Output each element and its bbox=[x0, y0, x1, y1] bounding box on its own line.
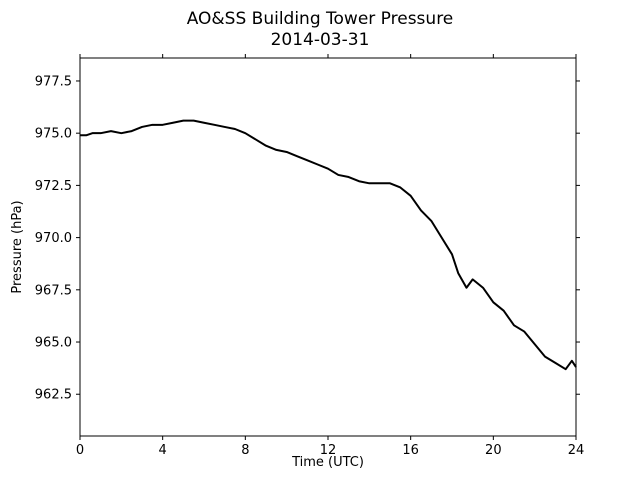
chart-subtitle: 2014-03-31 bbox=[271, 30, 370, 50]
plot-frame bbox=[79, 57, 577, 437]
pressure-series-line bbox=[80, 119, 577, 371]
x-axis-ticks: 0 4 8 12 16 20 24 bbox=[76, 54, 584, 458]
y-tick-label: 977.5 bbox=[35, 74, 72, 89]
y-tick-label: 967.5 bbox=[35, 283, 72, 298]
x-tick-label: 20 bbox=[485, 443, 502, 458]
y-tick-label: 975.0 bbox=[35, 127, 72, 142]
x-tick-label: 4 bbox=[159, 443, 167, 458]
y-tick-label: 965.0 bbox=[35, 336, 72, 351]
x-tick-label: 12 bbox=[320, 443, 337, 458]
y-tick-label: 970.0 bbox=[35, 231, 72, 246]
y-axis-ticks: 962.5 965.0 967.5 970.0 972.5 975.0 977.5 bbox=[35, 74, 580, 403]
y-axis-label: Pressure (hPa) bbox=[10, 200, 25, 293]
x-tick-label: 16 bbox=[402, 443, 419, 458]
x-tick-label: 24 bbox=[568, 443, 585, 458]
x-tick-label: 0 bbox=[76, 443, 84, 458]
x-tick-label: 8 bbox=[241, 443, 249, 458]
y-tick-label: 972.5 bbox=[35, 179, 72, 194]
x-axis-label: Time (UTC) bbox=[291, 455, 364, 470]
y-tick-label: 962.5 bbox=[35, 388, 72, 403]
chart-title: AO&SS Building Tower Pressure bbox=[187, 9, 454, 29]
